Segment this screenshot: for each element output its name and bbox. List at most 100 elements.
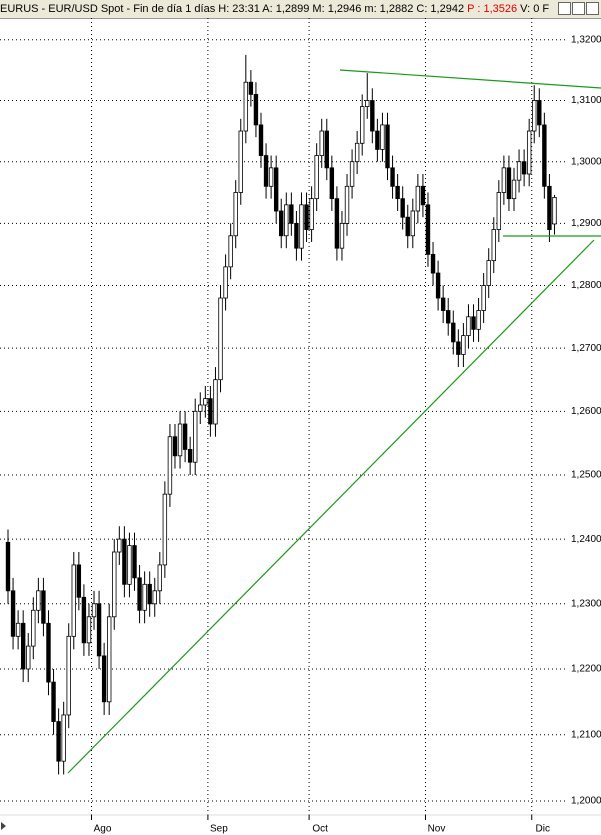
candle-body [117,538,122,553]
close-button[interactable] [586,2,599,15]
y-tick-label: 1,2800 [571,280,601,291]
candle-body [177,423,183,457]
candle-body [213,379,218,425]
candle-body [182,423,188,450]
chart-title: EURUS - EUR/USD Spot - Fin de día 1 días… [0,3,465,15]
candle-body [268,167,274,187]
candle-body [61,714,66,762]
candle-body [243,81,249,132]
candle-body [137,577,142,611]
candle-body [96,603,102,657]
candle-body [157,564,162,592]
candle-body [491,229,496,262]
candle-body [41,590,46,624]
candle-body [405,216,410,237]
maximize-button[interactable] [572,2,585,15]
candle-body [147,583,152,605]
candle-body [385,124,390,169]
candle-body [152,590,157,605]
candle-body [430,253,436,274]
trend-lines [67,69,601,774]
candle-body [36,590,41,611]
candle-body [339,222,345,249]
candle-body [329,167,335,200]
candle-body [228,235,233,268]
candle-body [349,161,355,187]
candle-body [309,198,314,230]
candle-body [279,210,284,237]
candle-body [481,285,486,311]
candle-body [187,449,193,463]
x-tick-label: Sep [210,824,228,835]
candle-body [233,192,238,237]
candle-body [395,185,400,200]
candle-body [400,198,405,218]
candle-body [461,335,466,355]
candle-body [10,590,16,637]
candle-body [516,161,522,181]
candle-body [319,130,324,156]
candle-body [542,124,547,187]
candle-body [476,310,481,330]
candle-body [521,161,527,175]
candle-body [162,493,168,566]
candle-body [20,622,26,670]
candle-body [314,155,319,200]
candle-body [51,681,56,722]
candle-body [511,179,517,200]
candle-body [198,404,203,412]
candle-body [294,222,299,249]
candle-body [258,124,264,156]
candle-body [435,272,441,299]
candle-body [420,185,426,206]
y-tick-label: 1,3000 [571,156,601,167]
candle-body [532,100,537,132]
price-label: P : 1,3526 [467,3,518,15]
x-tick-label: Nov [428,824,446,835]
candle-body [127,545,132,585]
candle-body [86,616,92,644]
candle-body [410,210,415,237]
y-tick-label: 1,2700 [571,343,601,354]
candle-body [107,616,112,703]
candle-body [172,436,178,457]
y-tick-label: 1,3100 [571,95,601,106]
candle-body [76,564,82,598]
candle-body [71,564,76,637]
candle-body [486,260,491,286]
y-tick-label: 1,3200 [571,34,601,45]
scroll-arrow[interactable] [1,822,6,830]
y-tick-label: 1,2300 [571,598,601,609]
candle-body [101,655,107,703]
y-tick-label: 1,2600 [571,406,601,417]
candle-body [344,185,350,224]
candle-body [359,106,365,144]
candle-body [415,185,421,212]
candle-body [390,167,395,187]
candle-body [370,100,375,132]
candle-body [203,398,208,406]
minimize-button[interactable] [558,2,571,15]
candle-body [299,204,304,249]
candle-body [526,130,532,175]
candle-body [218,297,223,381]
candle-body [238,130,243,193]
x-tick-label: Dic [536,824,550,835]
candle-body [456,341,461,355]
title-bar: EURUS - EUR/USD Spot - Fin de día 1 días… [0,0,601,19]
candle-body [81,596,87,644]
y-tick-label: 1,2400 [571,534,601,545]
x-tick-label: Oct [312,824,328,835]
candle-body [122,538,127,585]
candle-body [208,398,213,425]
candle-body [496,192,502,230]
candle-body [193,410,198,463]
candle-body [5,541,11,592]
y-tick-label: 1,2100 [571,729,601,740]
candle-body [31,609,36,647]
candle-body [334,198,340,249]
candle-body [304,204,309,230]
y-tick-label: 1,2500 [571,470,601,481]
